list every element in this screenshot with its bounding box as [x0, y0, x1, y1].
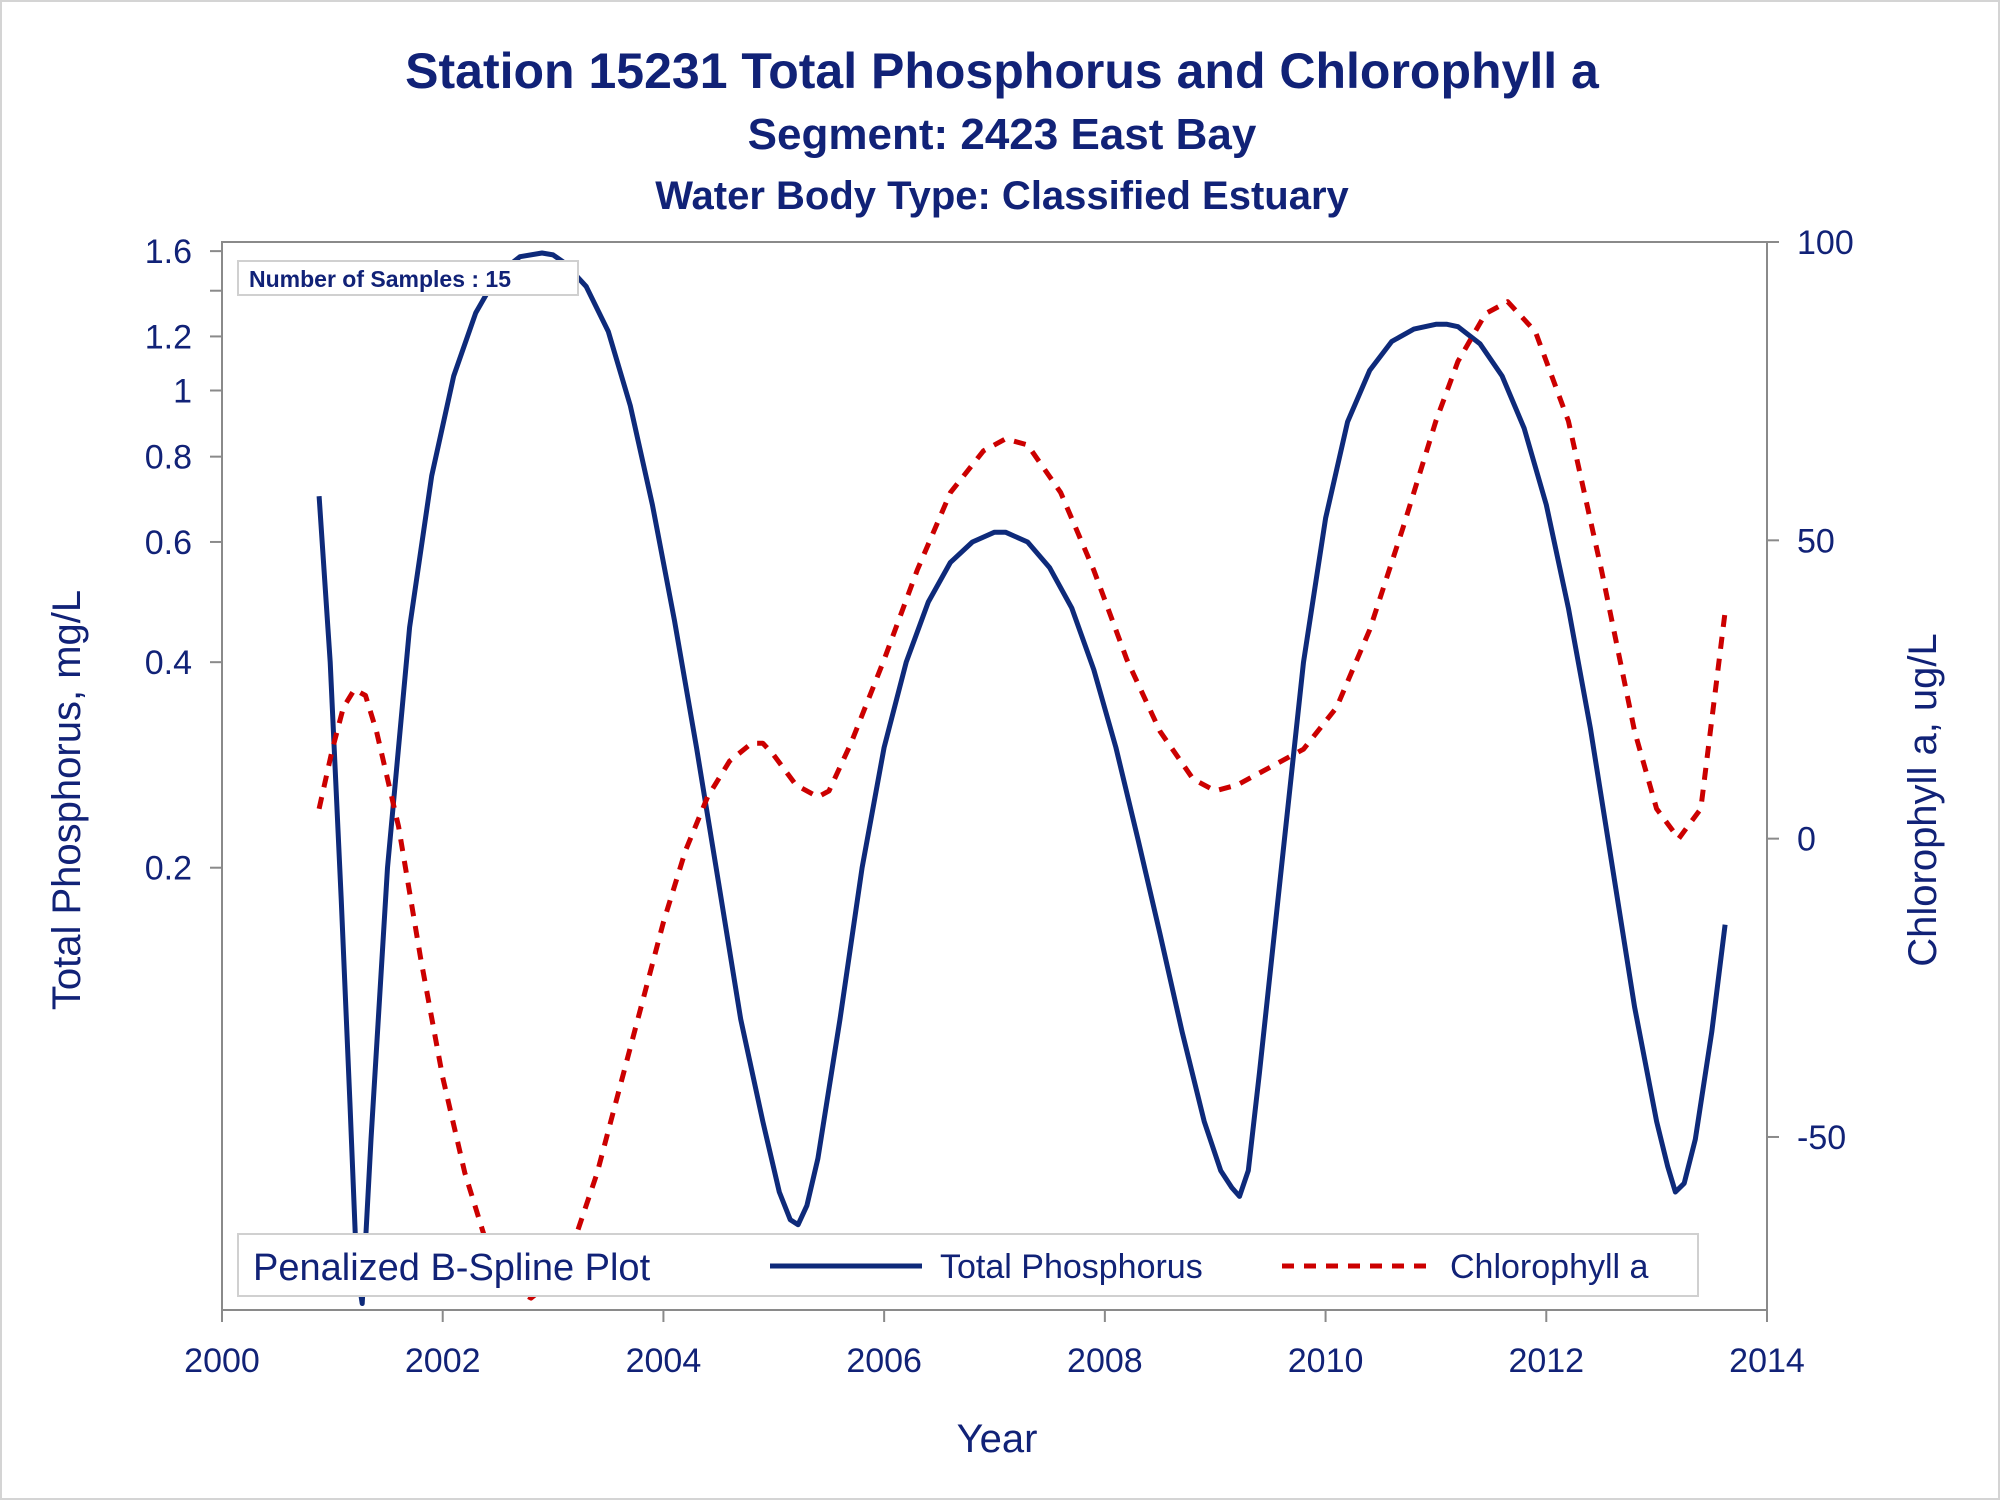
x-tick-label: 2000	[184, 1342, 260, 1380]
series-line-phosphorus	[316, 250, 1728, 1306]
plot-area	[221, 241, 1768, 1311]
y-right-tick-label: 100	[1797, 224, 1854, 262]
y-axis-left-title: Total Phosphorus, mg/L	[45, 590, 89, 1010]
legend-label-phosphorus: Total Phosphorus	[940, 1248, 1203, 1286]
x-tick-label: 2008	[1067, 1342, 1143, 1380]
legend: Penalized B-Spline Plot Total Phosphorus…	[237, 1233, 1699, 1297]
x-tick-label: 2004	[626, 1342, 702, 1380]
y-right-tick-label: 50	[1797, 522, 1835, 560]
legend-label-chlorophyll: Chlorophyll a	[1450, 1248, 1649, 1286]
x-tick-label: 2006	[846, 1342, 922, 1380]
y-left-tick-label: 0.2	[145, 850, 192, 888]
x-tick-label: 2002	[405, 1342, 481, 1380]
plot-border	[221, 241, 1768, 1311]
chart-subtitle-segment: Segment: 2423 East Bay	[747, 110, 1257, 159]
chart-title: Station 15231 Total Phosphorus and Chlor…	[405, 43, 1599, 99]
y-right-tick-label: 0	[1797, 821, 1816, 859]
x-tick-label: 2014	[1729, 1342, 1805, 1380]
chart-subtitle-water-body: Water Body Type: Classified Estuary	[655, 174, 1349, 218]
x-tick-label: 2012	[1508, 1342, 1584, 1380]
y-left-tick-label: 1.2	[145, 318, 192, 356]
y-left-tick-label: 1.6	[145, 233, 192, 271]
y-axis-left: 0.2 0.4 0.6 0.8 1 1.2 1.6	[145, 233, 222, 888]
y-left-tick-label: 0.8	[145, 439, 192, 477]
y-left-tick-label: 0.6	[145, 524, 192, 562]
y-left-tick-label: 0.4	[145, 644, 192, 682]
series-line-chlorophyll	[316, 299, 1728, 1301]
sample-count-text: Number of Samples : 15	[249, 266, 511, 292]
y-axis-right-title: Chlorophyll a, ug/L	[1901, 633, 1945, 967]
y-right-tick-label: -50	[1797, 1119, 1846, 1157]
sample-count-inset: Number of Samples : 15	[237, 260, 579, 296]
y-left-tick-label: 1	[173, 372, 192, 410]
x-axis-title: Year	[957, 1417, 1038, 1461]
legend-title: Penalized B-Spline Plot	[253, 1247, 651, 1289]
x-tick-label: 2010	[1288, 1342, 1364, 1380]
x-axis: 2000 2002 2004 2006 2008 2010 2012 2014	[184, 1310, 1805, 1380]
y-axis-right: -50 0 50 100	[1767, 224, 1854, 1157]
legend-box	[237, 1233, 1699, 1297]
series-layer	[316, 250, 1728, 1306]
